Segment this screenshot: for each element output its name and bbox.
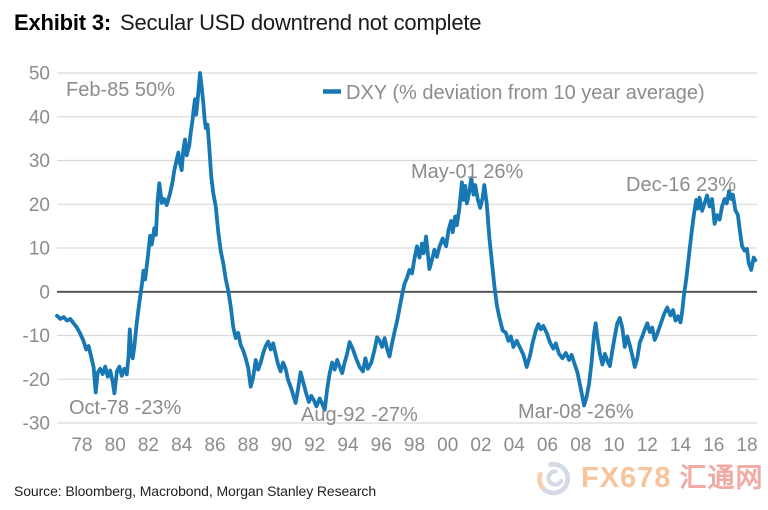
x-tick-label: 90 xyxy=(271,435,292,456)
x-tick-label: 98 xyxy=(404,435,425,456)
y-tick-label: 10 xyxy=(29,239,50,260)
x-tick-label: 02 xyxy=(470,435,491,456)
x-tick-label: 12 xyxy=(637,435,658,456)
y-tick-label: 20 xyxy=(29,195,50,216)
dxy-series-line xyxy=(55,71,758,412)
page-title: Exhibit 3: Secular USD downtrend not comp… xyxy=(14,10,481,36)
legend: DXY (% deviation from 10 year average) xyxy=(323,82,705,104)
x-tick-label: 84 xyxy=(171,435,193,456)
y-tick-label: -20 xyxy=(23,370,50,391)
x-tick-label: 88 xyxy=(238,435,259,456)
legend-label: DXY (% deviation from 10 year average) xyxy=(346,82,705,104)
x-tick-label: 16 xyxy=(703,435,724,456)
x-tick-label: 06 xyxy=(537,435,558,456)
source-note: Source: Bloomberg, Macrobond, Morgan Sta… xyxy=(14,483,377,499)
title-text: Secular USD downtrend not complete xyxy=(120,10,482,35)
x-tick-label: 96 xyxy=(371,435,392,456)
x-tick-label: 92 xyxy=(304,435,325,456)
x-tick-label: 86 xyxy=(204,435,225,456)
x-tick-label: 00 xyxy=(437,435,458,456)
y-tick-label: 40 xyxy=(29,107,50,128)
x-tick-label: 80 xyxy=(105,435,126,456)
x-tick-label: 14 xyxy=(670,435,692,456)
x-tick-label: 82 xyxy=(138,435,159,456)
y-tick-label: 0 xyxy=(39,282,50,303)
y-tick-label: -30 xyxy=(23,414,50,435)
x-tick-label: 08 xyxy=(570,435,591,456)
annotation-label: Feb-85 50% xyxy=(66,79,175,101)
grid-layer xyxy=(57,72,757,424)
annotation-label: Dec-16 23% xyxy=(626,174,736,196)
annotation-layer: Feb-85 50% May-01 26% Dec-16 23% Oct-78 -23… xyxy=(66,79,736,426)
annotation-label: Mar-08 -26% xyxy=(518,401,634,423)
series-layer xyxy=(55,71,758,412)
annotation-label: May-01 26% xyxy=(411,161,523,183)
x-tick-label: 04 xyxy=(504,435,526,456)
annotation-label: Aug-92 -27% xyxy=(301,404,418,426)
x-tick-label: 78 xyxy=(71,435,92,456)
x-tick-label: 10 xyxy=(603,435,624,456)
y-tick-label: -10 xyxy=(23,326,50,347)
x-tick-label: 18 xyxy=(736,435,757,456)
x-tick-label: 94 xyxy=(337,435,359,456)
annotation-label: Oct-78 -23% xyxy=(69,397,181,419)
y-tick-label: 30 xyxy=(29,151,50,172)
axis-layer: 50 40 30 20 10 0 -10 -20 -30 78 80 82 84 86 88 90 92 94 96… xyxy=(23,64,758,457)
exhibit-number: Exhibit 3: xyxy=(14,10,112,35)
y-tick-label: 50 xyxy=(29,64,50,85)
